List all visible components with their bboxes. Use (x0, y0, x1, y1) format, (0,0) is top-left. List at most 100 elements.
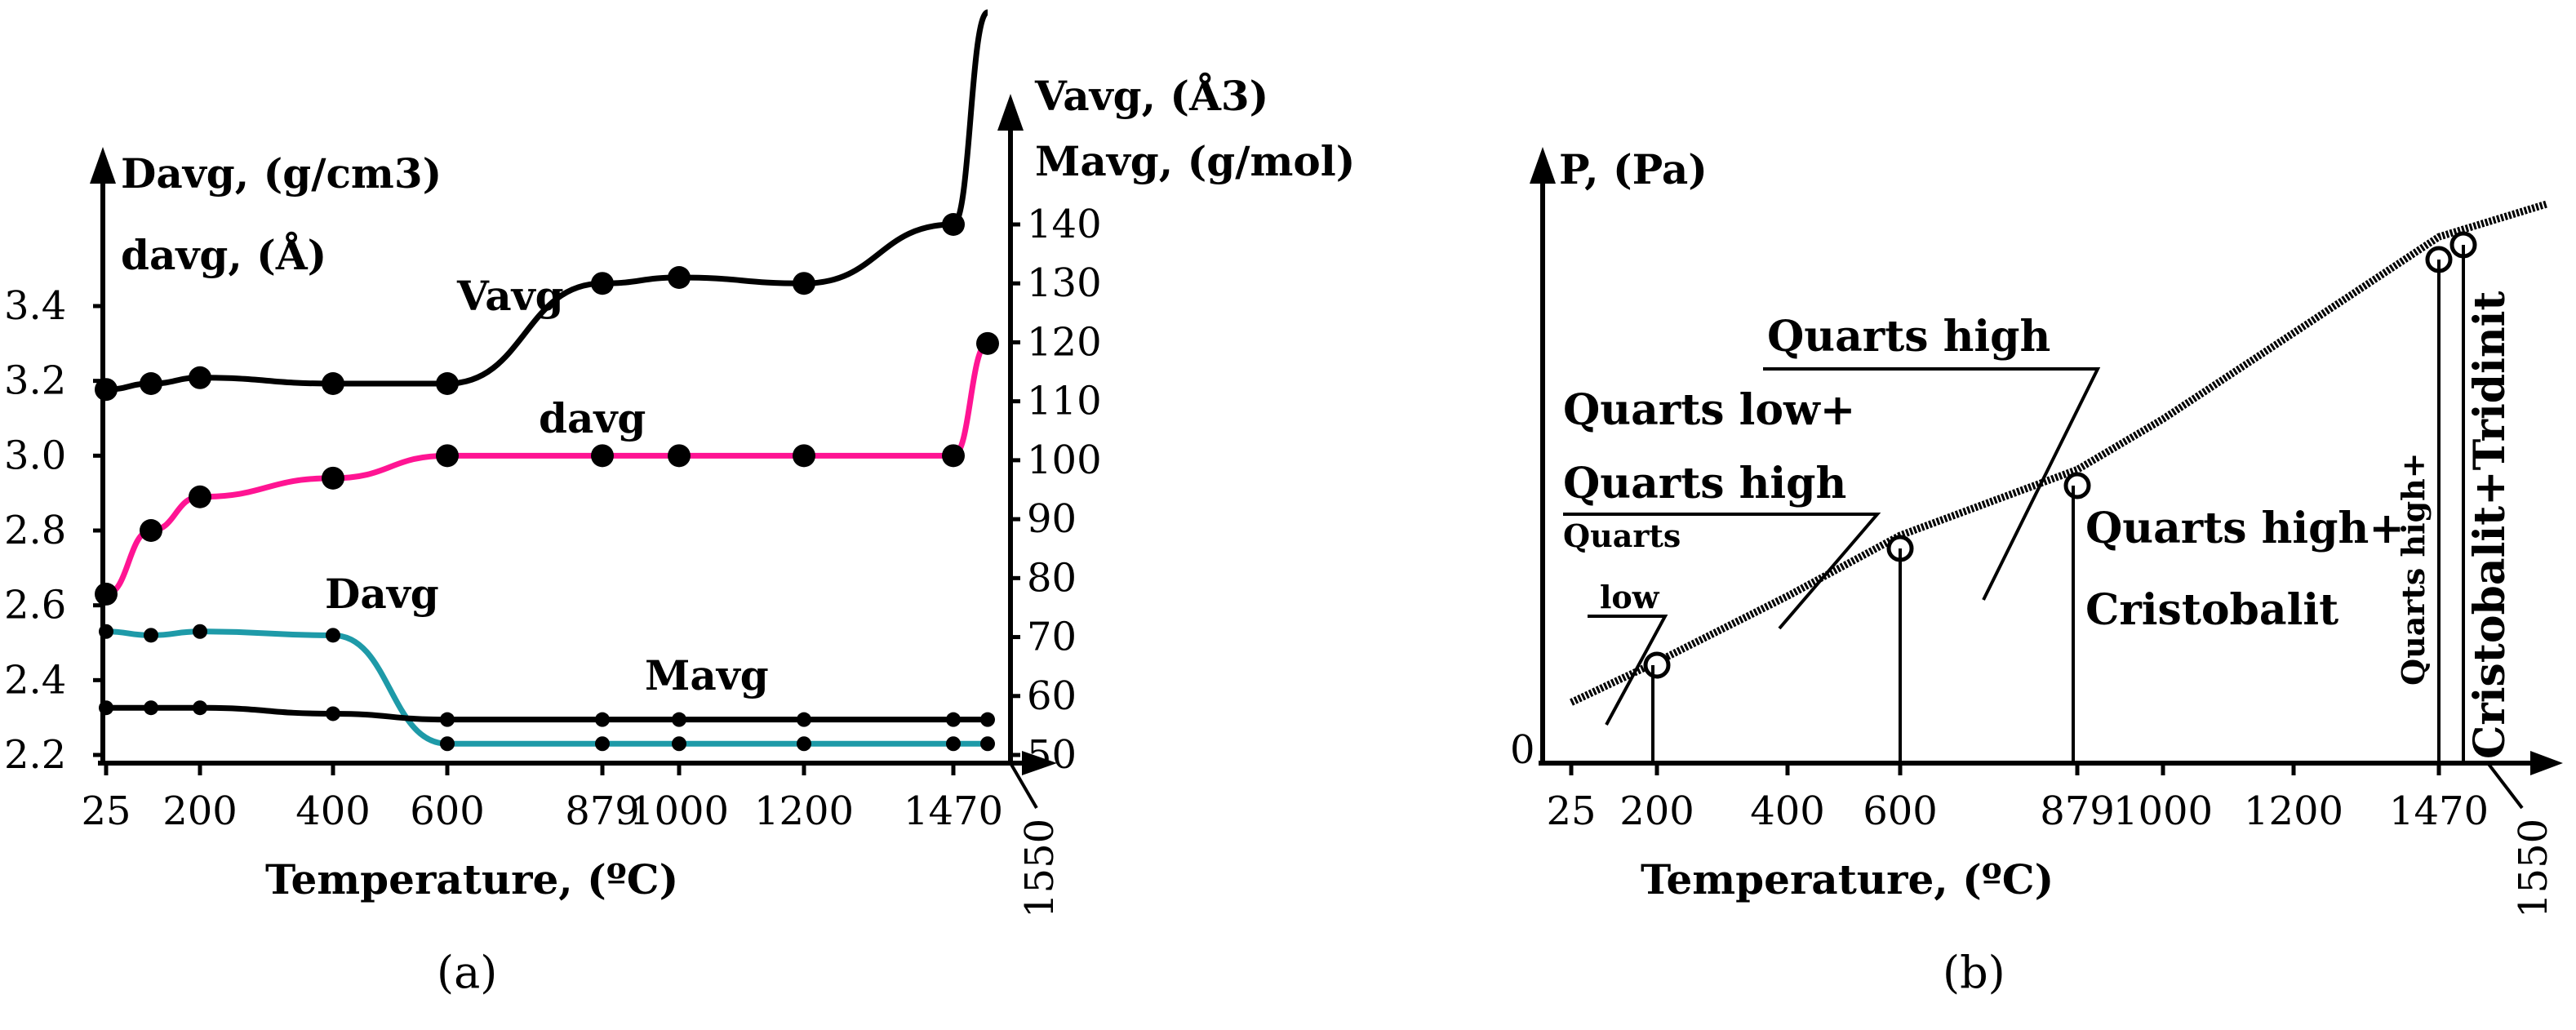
b-transition-point (1643, 651, 1671, 679)
a-left-ticks: 2.2 2.4 2.6 2.8 3.0 3.2 3.4 (4, 283, 103, 778)
b-x-tick-label: 1470 (2389, 788, 2489, 834)
b-y-zero-label: 0 (1510, 727, 1535, 773)
a-series-line-davg (105, 628, 988, 747)
a-1550-leader (1009, 761, 1038, 810)
a-left-tick-label: 2.8 (4, 508, 66, 553)
a-series-label-davg-big: Davg (325, 570, 439, 618)
b-anno-high-plus: Quarts high+ (2085, 504, 2405, 553)
b-y-axis-arrow (1530, 147, 1556, 184)
b-1550-leader (2486, 761, 2524, 810)
a-right-ticks: 50 60 70 80 90 100 110 120 130 140 (1010, 202, 1102, 778)
a-point-mavg (980, 712, 995, 727)
a-series-line-davg (105, 340, 989, 597)
b-series-line-p (1570, 200, 2548, 706)
a-series-line-vavg (105, 9, 989, 393)
a-point-mavg (797, 712, 811, 727)
a-right-label-2-text: Mavg, (g/mol) (1035, 137, 1355, 185)
a-right-tick-label: 120 (1027, 319, 1102, 365)
panel-a-caption: (a) (437, 947, 497, 998)
b-anno-quarts-low-1: Quarts (1563, 517, 1681, 554)
a-point-davg (942, 444, 965, 468)
a-right-tick-label: 80 (1027, 555, 1077, 601)
a-x-tick-label: 1200 (754, 788, 854, 834)
a-point-mavg (440, 712, 455, 727)
a-point-davg (322, 466, 344, 490)
a-x-tick-label: 1550 (1017, 819, 1063, 918)
b-x-axis-arrow (2530, 751, 2563, 775)
a-point-davg (193, 624, 207, 639)
b-anno-quarts-high-a: Quarts high (1563, 459, 1846, 508)
b-x-axis-label: Temperature, (ºC) (1641, 855, 2054, 903)
a-point-vavg (189, 366, 211, 389)
b-x-tick-label: 879 (2040, 788, 2115, 834)
a-right-tick-label: 60 (1027, 673, 1077, 719)
b-x-tick-label: 25 (1546, 788, 1596, 834)
a-point-davg (144, 628, 158, 643)
a-point-davg (793, 444, 815, 468)
a-left-axis-arrow (90, 147, 116, 184)
a-point-mavg (99, 700, 113, 716)
a-series-label-mavg: Mavg (645, 651, 769, 699)
b-x-tick-label: 1200 (2244, 788, 2343, 834)
a-right-tick-label: 130 (1027, 260, 1102, 306)
panel-b-caption: (b) (1943, 947, 2005, 998)
a-series-label-davg-small: davg (539, 394, 646, 442)
a-left-axis-label-1: Davg, (g/cm3) (121, 149, 442, 198)
b-x-tick-label: 1550 (2511, 819, 2556, 918)
a-right-axis-label-2: Mavg, (g/mol) (1035, 137, 1355, 185)
a-point-vavg (436, 372, 459, 395)
a-point-davg (436, 444, 459, 468)
a-left-tick-label: 2.6 (4, 583, 66, 628)
panel-a-chart: Davg, (g/cm3) davg, (Å) Vavg, (Å3) Mavg,… (4, 9, 1355, 998)
a-point-mavg (595, 712, 610, 727)
a-point-davg (672, 736, 686, 752)
a-right-axis-label-1: Vavg, (Å3) (1034, 72, 1268, 120)
a-point-vavg (322, 372, 344, 395)
a-right-axis-arrow (997, 94, 1024, 131)
a-point-vavg (95, 378, 118, 402)
b-x-tick-label: 600 (1863, 788, 1938, 834)
a-x-tick-label: 400 (295, 788, 371, 834)
a-right-tick-label: 70 (1027, 615, 1077, 660)
a-point-mavg (193, 700, 207, 716)
b-transition-point (2063, 472, 2091, 499)
b-y-axis-label: P, (Pa) (1559, 145, 1708, 193)
a-point-vavg (140, 372, 162, 395)
a-right-tick-label: 100 (1027, 437, 1102, 483)
b-x-tick-label: 400 (1750, 788, 1825, 834)
a-x-tick-label: 879 (565, 788, 640, 834)
a-point-davg (189, 485, 211, 508)
b-anno-quarts-low-2: low (1600, 579, 1660, 615)
a-left-tick-label: 3.4 (4, 283, 66, 329)
a-x-tick-label: 200 (162, 788, 238, 834)
a-series-group (95, 9, 999, 752)
a-x-axis-label: Temperature, (ºC) (265, 855, 678, 903)
a-point-mavg (144, 700, 158, 716)
a-point-mavg (672, 712, 686, 727)
a-left-tick-label: 3.2 (4, 358, 66, 404)
a-right-tick-label: 90 (1027, 496, 1077, 542)
a-left-label-2-text: davg, (Å) (121, 231, 326, 279)
a-x-tick-label: 600 (410, 788, 485, 834)
a-right-label-1-text: Vavg, (Å3) (1034, 72, 1268, 120)
a-point-davg (326, 628, 340, 643)
a-right-tick-label: 110 (1027, 379, 1102, 424)
b-anno-quarts-high-b: Quarts high (1767, 312, 2050, 362)
a-right-tick-label: 50 (1027, 732, 1077, 778)
a-left-tick-label: 3.0 (4, 433, 66, 478)
a-left-tick-label: 2.2 (4, 732, 66, 778)
b-guide-quarts-high (1763, 367, 2101, 601)
a-point-vavg (942, 213, 965, 236)
a-point-mavg (946, 712, 961, 727)
a-point-vavg (668, 266, 691, 289)
a-point-davg (980, 736, 995, 752)
a-point-davg (668, 444, 691, 468)
b-anno-low-plus: Quarts low+ (1563, 385, 1855, 435)
b-guide-low-plus-high (1563, 513, 1881, 630)
a-left-tick-label: 2.4 (4, 657, 66, 703)
a-point-mavg (326, 706, 340, 721)
a-point-vavg (793, 272, 815, 295)
